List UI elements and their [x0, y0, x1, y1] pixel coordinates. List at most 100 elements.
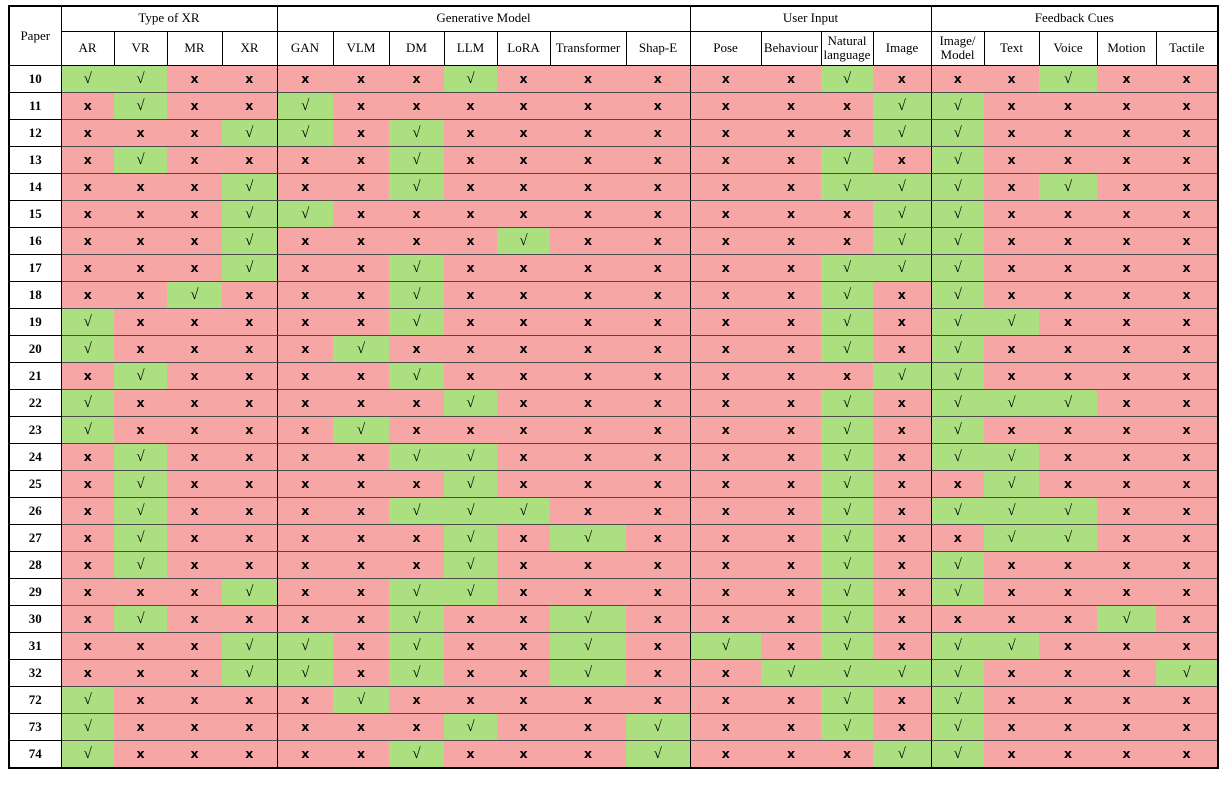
group-header-type-of-xr: Type of XR — [60, 5, 278, 32]
cell-text-cross: x — [984, 415, 1039, 444]
cell-natural-language-check: √ — [821, 145, 873, 174]
cell-text-cross: x — [984, 172, 1039, 201]
cell-image-model-cross: x — [930, 523, 984, 552]
cell-lora-cross: x — [497, 469, 550, 498]
cell-transformer-cross: x — [550, 388, 626, 417]
column-header-image-model: Image/ Model — [930, 30, 985, 66]
cell-text-cross: x — [984, 739, 1039, 769]
cell-xr-cross: x — [222, 604, 277, 633]
cell-image-model-check: √ — [930, 415, 984, 444]
cell-transformer-cross: x — [550, 307, 626, 336]
cell-dm-check: √ — [389, 658, 444, 687]
cell-llm-cross: x — [444, 172, 497, 201]
cell-behaviour-cross: x — [761, 496, 821, 525]
cell-shap-e-cross: x — [626, 145, 690, 174]
cell-shap-e-cross: x — [626, 631, 690, 660]
cell-dm-cross: x — [389, 199, 444, 228]
cell-text-cross: x — [984, 145, 1039, 174]
cell-gan-cross: x — [276, 685, 333, 714]
cell-ar-cross: x — [60, 199, 114, 228]
cell-xr-cross: x — [222, 712, 277, 741]
cell-behaviour-cross: x — [761, 415, 821, 444]
cell-image-cross: x — [873, 604, 931, 633]
cell-vlm-cross: x — [333, 280, 389, 309]
cell-voice-check: √ — [1039, 523, 1097, 552]
cell-gan-cross: x — [276, 307, 333, 336]
cell-motion-cross: x — [1097, 361, 1156, 390]
cell-natural-language-check: √ — [821, 631, 873, 660]
cell-xr-check: √ — [222, 577, 277, 606]
table-row: 25 x √ x x x x x √ x x x x x √ x x √ x x x — [8, 469, 1219, 498]
cell-text-cross: x — [984, 91, 1039, 120]
table-header: Paper Type of XR Generative Model User Inpu… — [8, 5, 1219, 66]
cell-behaviour-check: √ — [761, 658, 821, 687]
cell-llm-cross: x — [444, 361, 497, 390]
column-header-ar: AR — [60, 30, 115, 66]
table-row: 29 x x x √ x x √ √ x x x x x √ x √ x x x x — [8, 577, 1219, 606]
cell-motion-cross: x — [1097, 415, 1156, 444]
cell-mr-cross: x — [167, 307, 222, 336]
cell-lora-cross: x — [497, 685, 550, 714]
cell-llm-check: √ — [444, 442, 497, 471]
cell-natural-language-check: √ — [821, 550, 873, 579]
cell-gan-check: √ — [276, 658, 333, 687]
cell-pose-cross: x — [689, 253, 761, 282]
cell-shap-e-cross: x — [626, 91, 690, 120]
cell-pose-cross: x — [689, 199, 761, 228]
table-row: 18 x x √ x x x √ x x x x x x √ x √ x x x x — [8, 280, 1219, 309]
cell-image-cross: x — [873, 415, 931, 444]
paper-id: 25 — [8, 469, 62, 498]
cell-dm-check: √ — [389, 631, 444, 660]
cell-vr-check: √ — [114, 550, 167, 579]
cell-llm-cross: x — [444, 307, 497, 336]
cell-motion-check: √ — [1097, 604, 1156, 633]
cell-xr-check: √ — [222, 631, 277, 660]
column-header-transformer: Transformer — [549, 30, 627, 66]
cell-text-cross: x — [984, 685, 1039, 714]
cell-xr-cross: x — [222, 64, 277, 93]
cell-xr-cross: x — [222, 334, 277, 363]
cell-shap-e-cross: x — [626, 199, 690, 228]
cell-pose-cross: x — [689, 334, 761, 363]
cell-image-check: √ — [873, 361, 931, 390]
cell-natural-language-check: √ — [821, 64, 873, 93]
paper-id: 17 — [8, 253, 62, 282]
cell-motion-cross: x — [1097, 631, 1156, 660]
cell-lora-cross: x — [497, 442, 550, 471]
cell-llm-check: √ — [444, 577, 497, 606]
cell-image-check: √ — [873, 118, 931, 147]
cell-vr-check: √ — [114, 64, 167, 93]
cell-natural-language-check: √ — [821, 604, 873, 633]
cell-xr-cross: x — [222, 307, 277, 336]
cell-image-model-check: √ — [930, 631, 984, 660]
cell-voice-cross: x — [1039, 280, 1097, 309]
cell-vlm-cross: x — [333, 307, 389, 336]
cell-vr-cross: x — [114, 388, 167, 417]
cell-vr-check: √ — [114, 442, 167, 471]
cell-shap-e-check: √ — [626, 739, 690, 769]
cell-dm-check: √ — [389, 253, 444, 282]
cell-lora-cross: x — [497, 145, 550, 174]
cell-tactile-cross: x — [1156, 496, 1219, 525]
cell-behaviour-cross: x — [761, 712, 821, 741]
cell-transformer-cross: x — [550, 280, 626, 309]
cell-dm-check: √ — [389, 307, 444, 336]
cell-xr-cross: x — [222, 685, 277, 714]
paper-id: 23 — [8, 415, 62, 444]
cell-shap-e-cross: x — [626, 550, 690, 579]
column-header-text: Text — [983, 30, 1040, 66]
cell-llm-cross: x — [444, 145, 497, 174]
cell-ar-cross: x — [60, 361, 114, 390]
cell-voice-cross: x — [1039, 577, 1097, 606]
cell-mr-cross: x — [167, 118, 222, 147]
cell-llm-cross: x — [444, 280, 497, 309]
cell-tactile-cross: x — [1156, 199, 1219, 228]
cell-natural-language-cross: x — [821, 739, 873, 769]
cell-image-model-check: √ — [930, 172, 984, 201]
cell-motion-cross: x — [1097, 64, 1156, 93]
cell-text-check: √ — [984, 307, 1039, 336]
cell-image-cross: x — [873, 631, 931, 660]
cell-motion-cross: x — [1097, 172, 1156, 201]
table-row: 27 x √ x x x x x √ x √ x x x √ x x √ √ x x — [8, 523, 1219, 552]
column-header-voice: Voice — [1038, 30, 1098, 66]
